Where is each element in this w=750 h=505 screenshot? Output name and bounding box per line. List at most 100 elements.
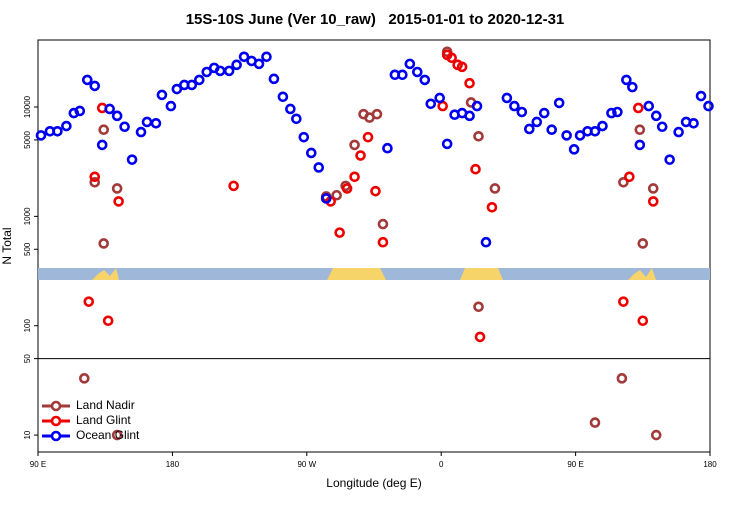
point bbox=[412, 66, 423, 78]
point bbox=[104, 103, 115, 115]
point bbox=[574, 130, 586, 141]
point bbox=[141, 116, 153, 128]
x-tick-label: 90 W bbox=[297, 460, 316, 469]
point bbox=[277, 91, 289, 103]
legend-marker bbox=[50, 430, 62, 442]
point bbox=[647, 183, 659, 194]
point bbox=[471, 100, 483, 112]
point bbox=[647, 196, 659, 207]
point bbox=[616, 373, 628, 384]
x-tick-label: 0 bbox=[439, 460, 444, 469]
y-tick-label: 50 bbox=[23, 354, 32, 363]
point bbox=[113, 196, 124, 207]
y-tick-label: 10000 bbox=[23, 95, 32, 118]
point bbox=[35, 130, 47, 141]
point bbox=[589, 417, 601, 428]
x-tick-label: 90 E bbox=[567, 460, 583, 469]
point bbox=[561, 130, 572, 141]
point bbox=[656, 121, 668, 133]
point bbox=[89, 176, 101, 188]
point bbox=[382, 142, 393, 154]
point bbox=[231, 59, 242, 71]
point bbox=[688, 117, 699, 129]
point bbox=[119, 121, 130, 133]
point bbox=[695, 90, 707, 102]
point bbox=[135, 126, 147, 138]
point bbox=[397, 69, 408, 81]
point bbox=[313, 162, 325, 173]
point bbox=[456, 61, 468, 73]
point bbox=[618, 176, 629, 188]
point bbox=[419, 74, 431, 86]
point bbox=[597, 120, 608, 132]
point bbox=[253, 58, 265, 70]
legend-marker bbox=[50, 400, 62, 412]
point bbox=[334, 227, 345, 238]
point bbox=[553, 97, 565, 109]
point bbox=[568, 144, 580, 155]
legend-label: Ocean Glint bbox=[76, 428, 140, 442]
point bbox=[606, 107, 617, 119]
chart-title: 15S-10S June (Ver 10_raw) 2015-01-01 to … bbox=[186, 11, 565, 28]
point bbox=[377, 236, 389, 248]
point bbox=[201, 66, 213, 78]
point bbox=[516, 106, 528, 118]
point bbox=[171, 83, 183, 95]
y-axis-label: N Total bbox=[0, 227, 14, 264]
point bbox=[261, 51, 272, 63]
point bbox=[441, 138, 453, 150]
point bbox=[509, 100, 520, 112]
point bbox=[464, 110, 475, 122]
point bbox=[349, 171, 360, 183]
point bbox=[377, 218, 389, 230]
point bbox=[305, 147, 317, 159]
y-tick-label: 5000 bbox=[23, 130, 32, 148]
point bbox=[193, 74, 205, 86]
point bbox=[524, 123, 535, 135]
point bbox=[618, 296, 629, 307]
point bbox=[111, 429, 123, 441]
point bbox=[637, 315, 649, 327]
point bbox=[371, 108, 383, 120]
point bbox=[470, 163, 481, 175]
point bbox=[489, 183, 501, 194]
point bbox=[223, 65, 235, 77]
point bbox=[285, 103, 296, 115]
point bbox=[98, 238, 110, 249]
point bbox=[150, 117, 162, 129]
point bbox=[291, 113, 302, 125]
point bbox=[228, 180, 239, 192]
point bbox=[126, 154, 138, 165]
plot-frame bbox=[37, 39, 711, 453]
point bbox=[89, 80, 101, 92]
x-tick-label: 180 bbox=[166, 460, 180, 469]
point bbox=[425, 98, 437, 110]
point bbox=[102, 315, 114, 327]
point bbox=[531, 116, 543, 128]
point bbox=[111, 183, 123, 194]
point bbox=[633, 102, 644, 114]
point bbox=[61, 120, 72, 132]
point bbox=[621, 74, 632, 86]
point bbox=[589, 125, 601, 137]
point bbox=[111, 110, 123, 122]
point bbox=[612, 106, 623, 118]
y-tick-label: 1000 bbox=[23, 207, 32, 225]
point bbox=[362, 131, 374, 143]
y-tick-label: 500 bbox=[23, 242, 32, 256]
point bbox=[486, 202, 498, 213]
point bbox=[96, 139, 108, 151]
point bbox=[637, 238, 649, 249]
point bbox=[341, 183, 353, 194]
point bbox=[464, 77, 475, 89]
x-tick-label: 90 E bbox=[30, 460, 46, 469]
point bbox=[355, 150, 366, 161]
point bbox=[474, 331, 486, 343]
point bbox=[627, 81, 638, 93]
point bbox=[473, 301, 484, 313]
x-axis-label: Longitude (deg E) bbox=[326, 476, 421, 490]
point bbox=[156, 89, 168, 101]
point bbox=[446, 52, 457, 64]
point bbox=[480, 236, 492, 248]
